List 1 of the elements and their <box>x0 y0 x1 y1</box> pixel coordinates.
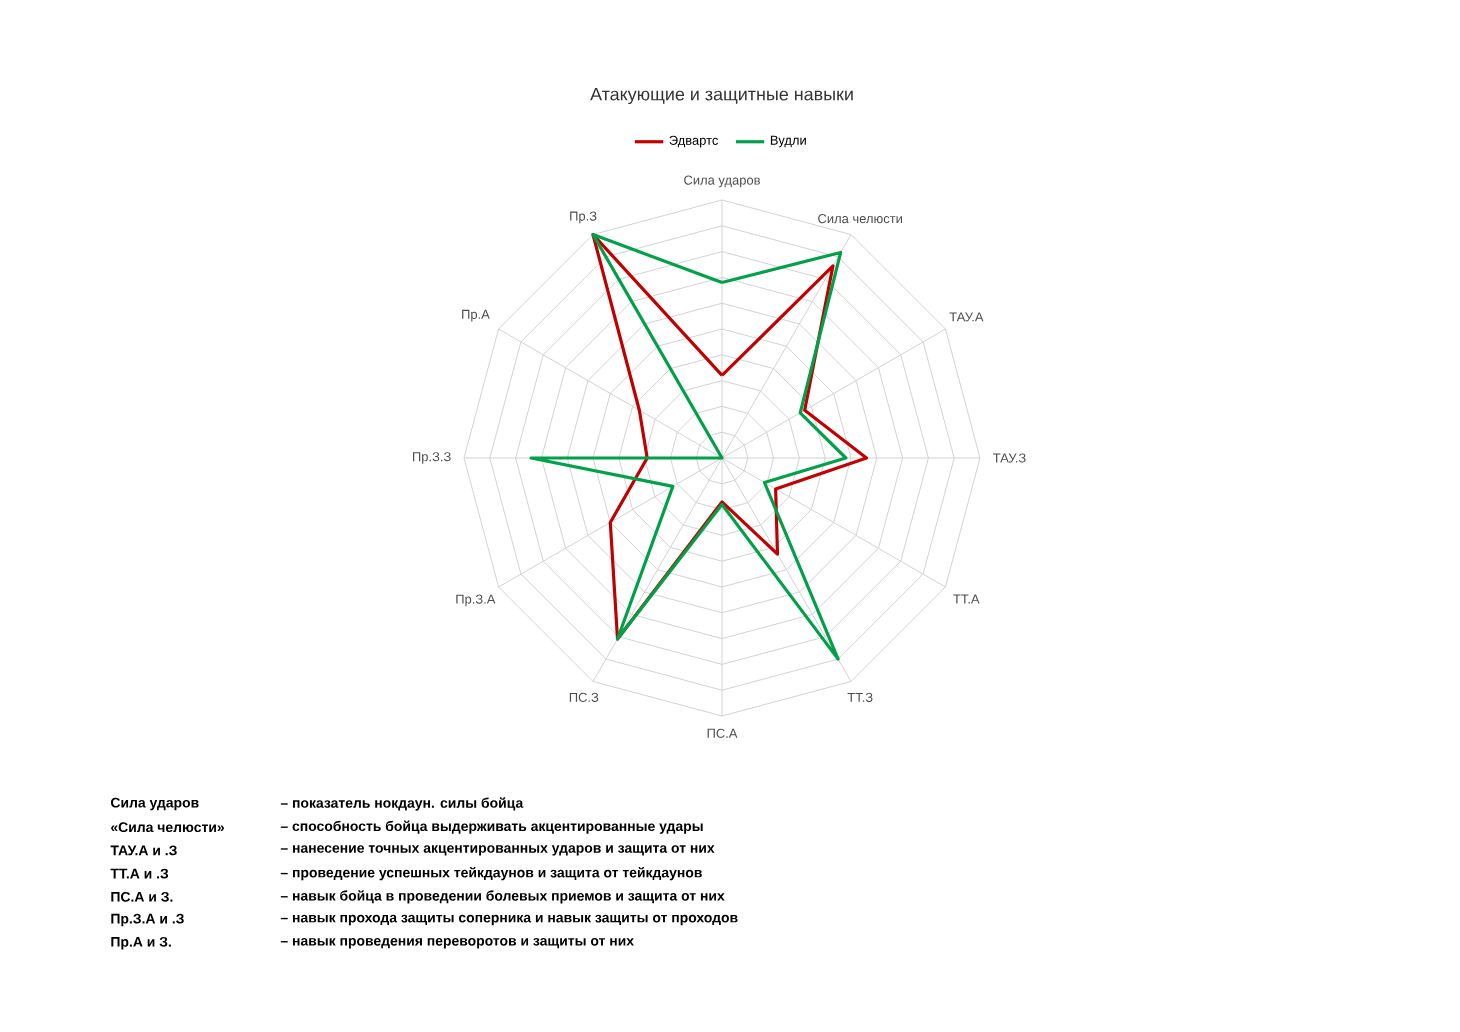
chart-title: Атакующие и защитные навыки <box>590 87 853 105</box>
